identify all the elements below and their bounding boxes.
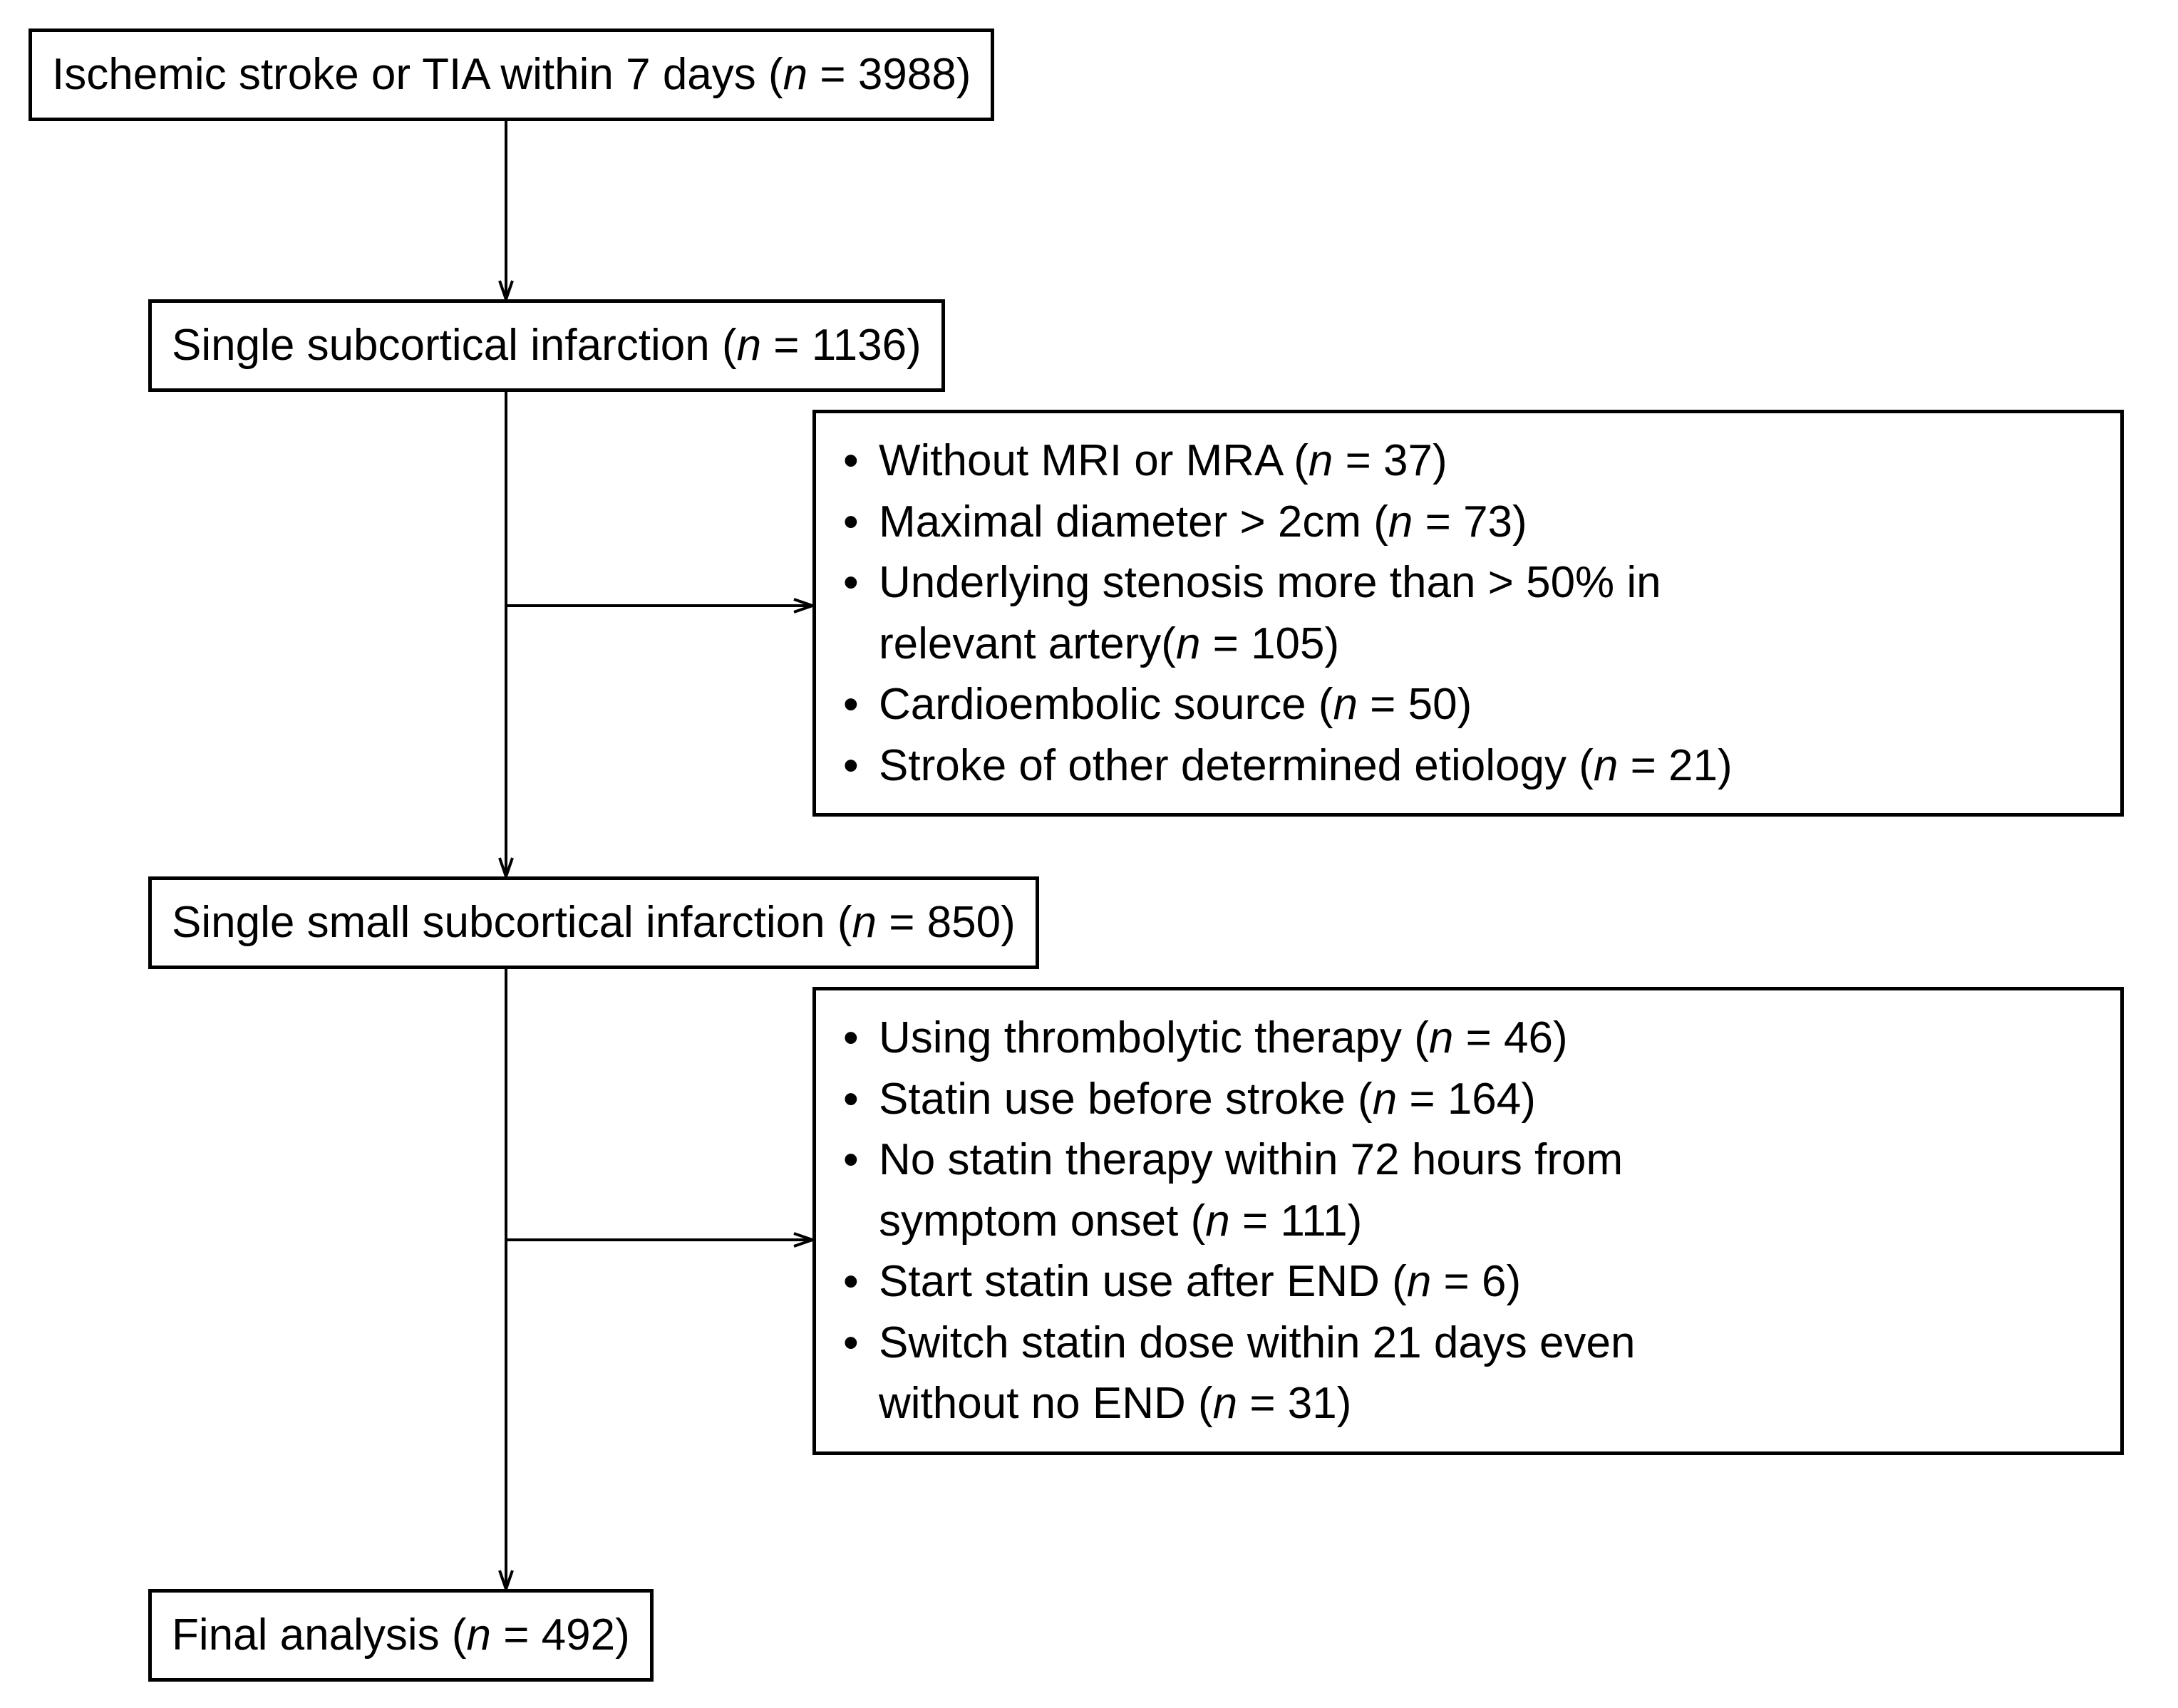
box3-n: = 850)	[877, 898, 1016, 947]
box4-n: = 492)	[491, 1610, 630, 1660]
exclusion-item: Without MRI or MRA (n = 37)	[829, 430, 2100, 492]
box-single-small-subcortical: Single small subcortical infarction (n =…	[148, 876, 1039, 969]
box2-prefix: Single subcortical infarction (	[172, 321, 737, 370]
box2-n: = 1136)	[761, 321, 922, 370]
n-char: n	[783, 50, 807, 99]
box4-prefix: Final analysis (	[172, 1610, 466, 1660]
exclusion-list-1: Without MRI or MRA (n = 37)Maximal diame…	[829, 430, 2100, 796]
exclusion-item: Cardioembolic source (n = 50)	[829, 674, 2100, 735]
box-ischemic-stroke: Ischemic stroke or TIA within 7 days (n …	[29, 29, 994, 121]
exclusion-item: Stroke of other determined etiology (n =…	[829, 735, 2100, 797]
n-char: n	[466, 1610, 490, 1660]
exclusion-item: Switch statin dose within 21 days evenwi…	[829, 1313, 2100, 1434]
flowchart-container: Ischemic stroke or TIA within 7 days (n …	[29, 29, 2149, 1679]
exclusion-item: Statin use before stroke (n = 164)	[829, 1069, 2100, 1130]
exclusion-item: No statin therapy within 72 hours fromsy…	[829, 1129, 2100, 1251]
exclusion-box-1: Without MRI or MRA (n = 37)Maximal diame…	[812, 410, 2124, 817]
exclusion-item: Maximal diameter > 2cm (n = 73)	[829, 492, 2100, 553]
exclusion-item: Underlying stenosis more than > 50% inre…	[829, 552, 2100, 674]
exclusion-item: Start statin use after END (n = 6)	[829, 1251, 2100, 1313]
box1-prefix: Ischemic stroke or TIA within 7 days (	[52, 50, 783, 99]
exclusion-item: Using thrombolytic therapy (n = 46)	[829, 1008, 2100, 1069]
box3-prefix: Single small subcortical infarction (	[172, 898, 852, 947]
box-final-analysis: Final analysis (n = 492)	[148, 1589, 654, 1682]
n-char: n	[852, 898, 877, 947]
box-single-subcortical: Single subcortical infarction (n = 1136)	[148, 299, 945, 392]
exclusion-box-2: Using thrombolytic therapy (n = 46)Stati…	[812, 987, 2124, 1455]
box1-n: = 3988)	[807, 50, 971, 99]
exclusion-list-2: Using thrombolytic therapy (n = 46)Stati…	[829, 1008, 2100, 1434]
n-char: n	[737, 321, 761, 370]
